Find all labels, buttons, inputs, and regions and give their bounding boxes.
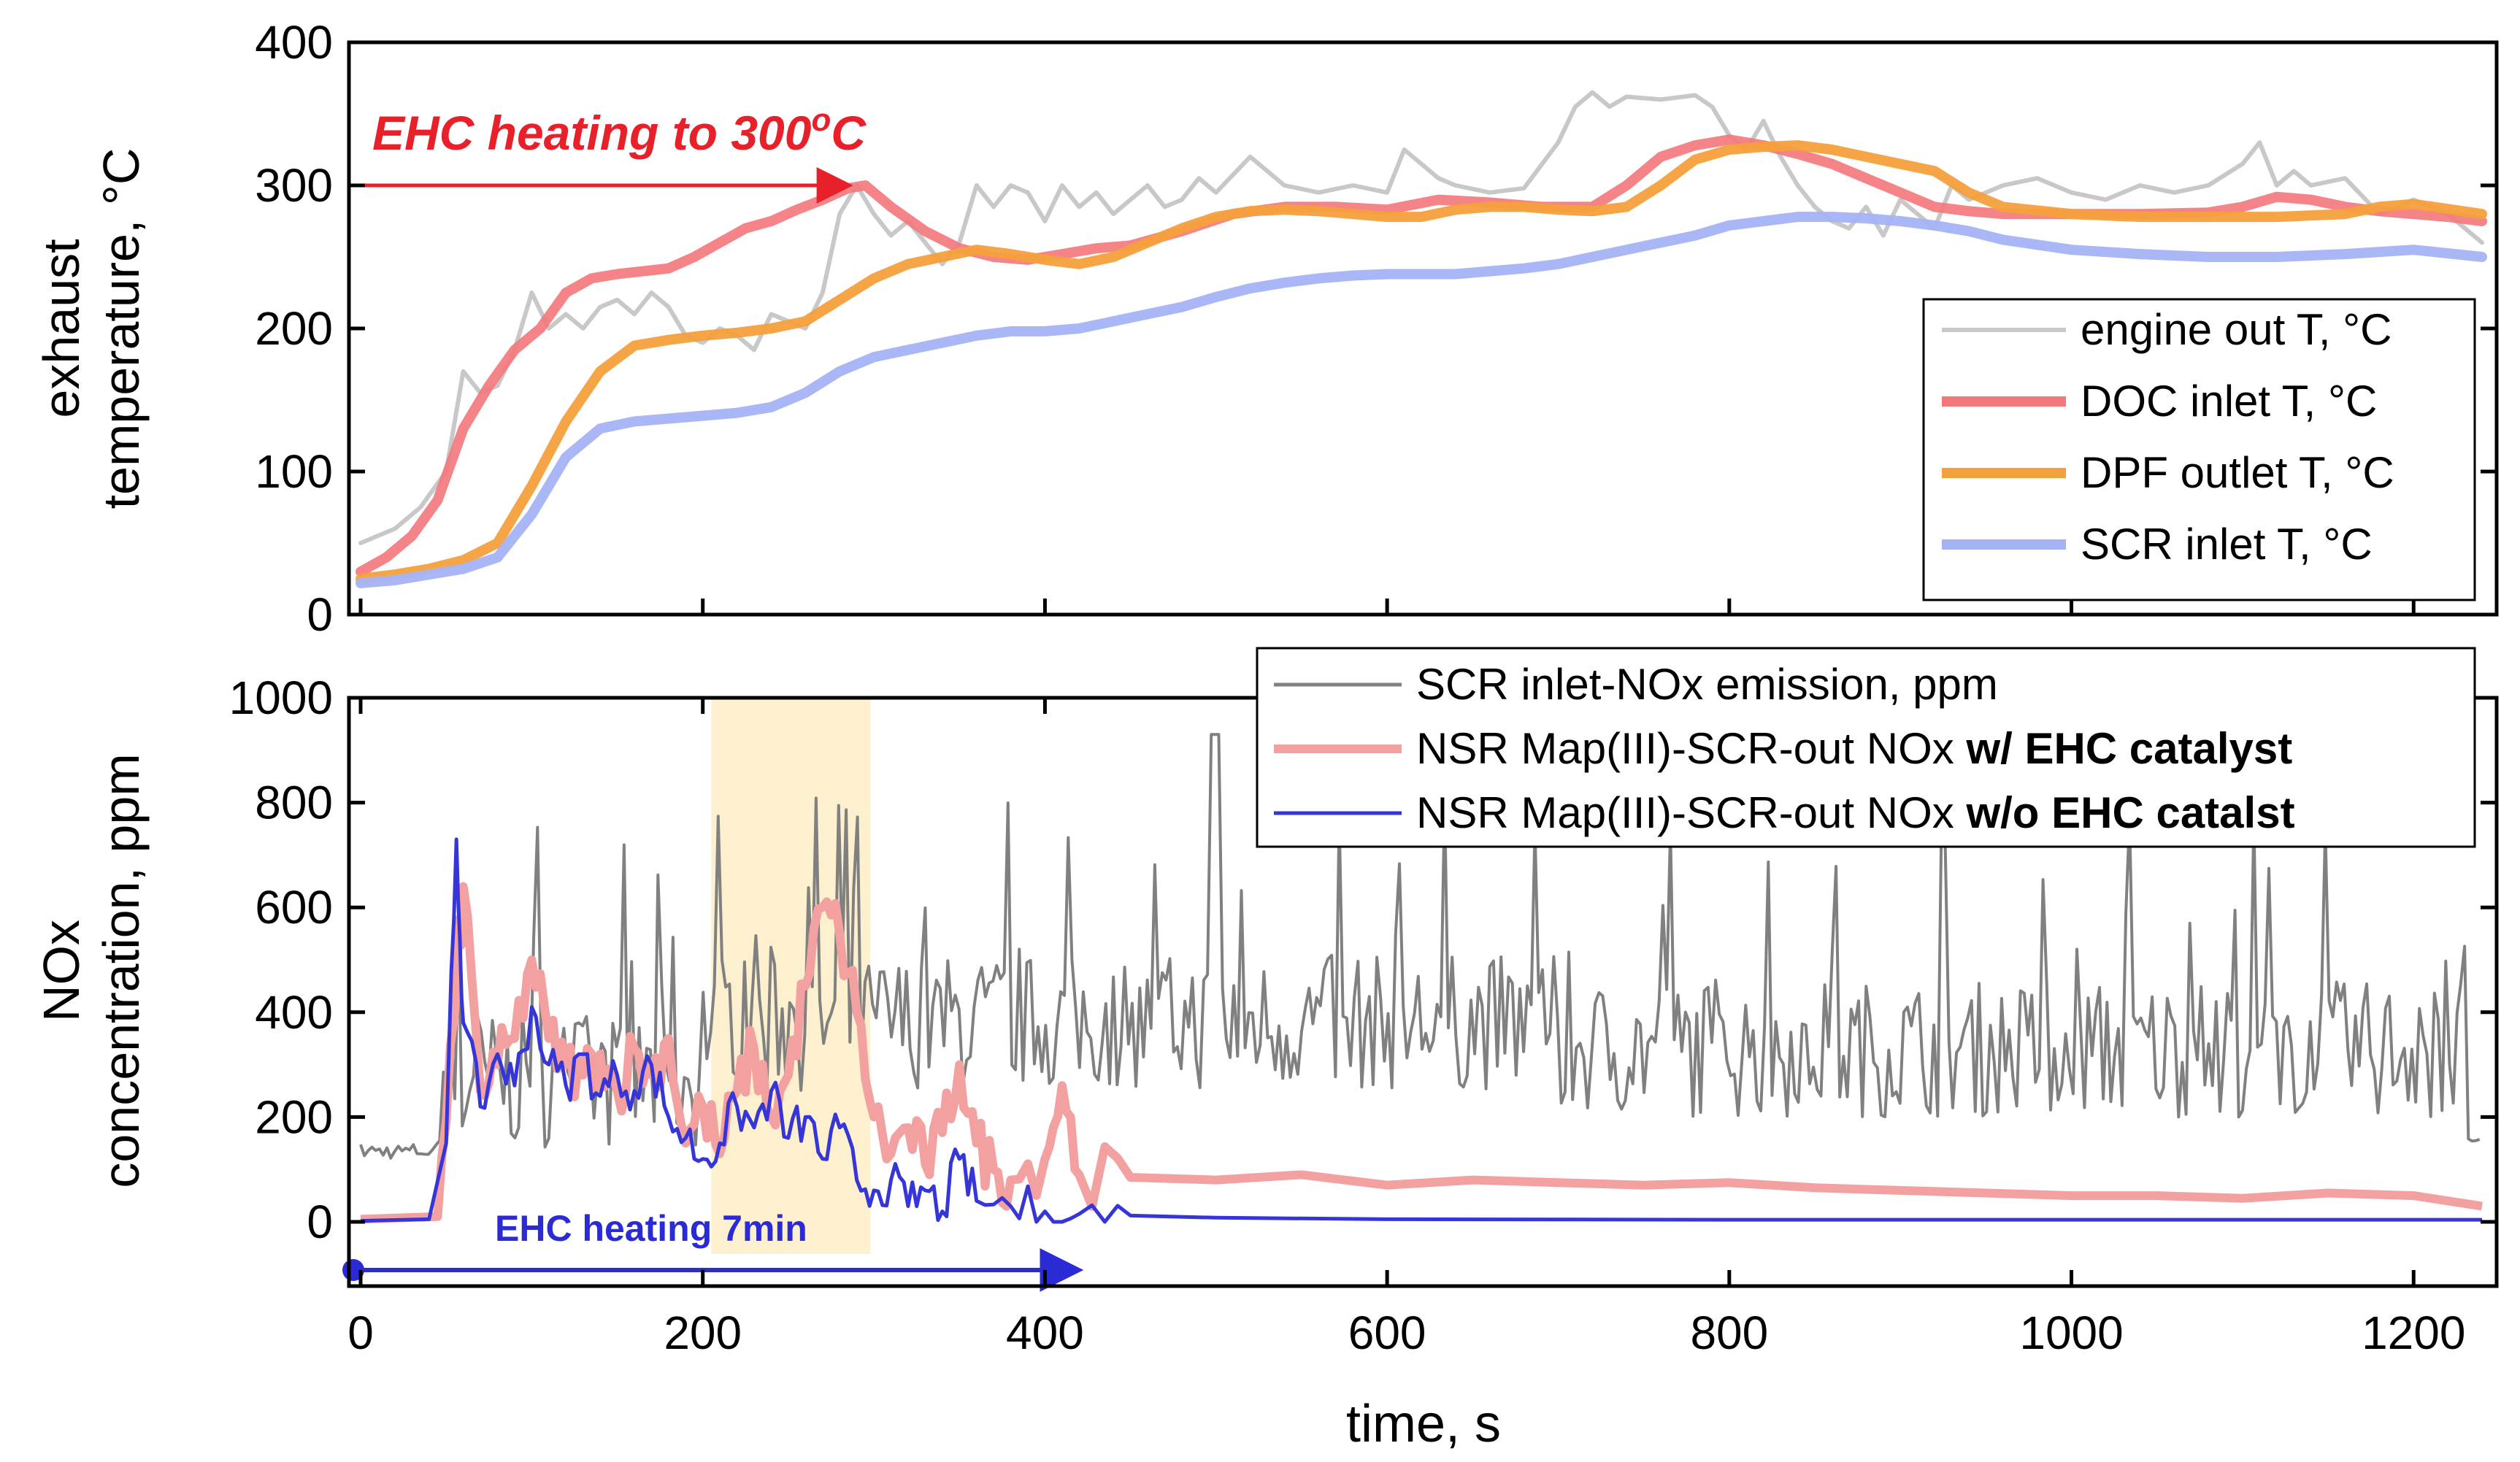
top-ytick-label: 100 [255,445,333,498]
bottom-xtick-label: 600 [1348,1307,1426,1359]
bottom-ylabel-line1: NOx [33,920,90,1022]
bottom-y-axis: 0 200 400 600 800 1000 [229,672,2497,1248]
top-panel: EHC heating to 300oC 0 100 200 300 400 exhau… [33,16,2499,641]
bottom-legend-box [1256,647,2476,848]
top-legend: engine out T, °C DOC inlet T, °C DPF outle… [1922,298,2476,601]
top-x-ticks [358,599,2416,615]
top-ylabel-line2: temperature, °C [93,148,150,509]
bottom-y-axis-label: NOx concentration, ppm [33,753,150,1188]
top-series-line-0 [358,90,2484,545]
bottom-legend-label-1: NSR Map(III)-SCR-out NOx w/ EHC catalyst [1416,724,2292,773]
bottom-ytick-label: 800 [255,777,333,829]
top-series-line-3 [356,212,2487,588]
bottom-xtick-label: 200 [664,1307,742,1359]
bottom-series-line-2 [360,837,2482,1224]
top-ytick-label: 300 [255,159,333,212]
bottom-ylabel-line2: concentration, ppm [93,753,150,1188]
bottom-panel: EHC heating 7min 0 200 400 600 800 1000 0 200 4… [33,647,2499,1453]
top-y-axis: 0 100 200 300 400 [255,16,2497,641]
bottom-ytick-label: 600 [255,881,333,934]
ehc-heating-annotation: EHC heating to 300oC [372,102,867,160]
top-legend-box [1922,298,2476,601]
ehc-7min-annotation: EHC heating 7min [495,1208,807,1249]
bottom-legend-label-2: NSR Map(III)-SCR-out NOx w/o EHC catalst [1416,788,2295,837]
bottom-ytick-label: 400 [255,986,333,1039]
bottom-legend: SCR inlet-NOx emission, ppm NSR Map(III)-… [1256,647,2476,848]
top-legend-label-1: DOC inlet T, °C [2081,377,2377,426]
bottom-series-line-0 [359,733,2481,1160]
bottom-ytick-label: 0 [307,1196,333,1248]
top-legend-label-0: engine out T, °C [2081,305,2392,354]
top-series-layer [356,90,2487,588]
bottom-xtick-label: 800 [1690,1307,1768,1359]
bottom-xtick-label: 400 [1006,1307,1084,1359]
bottom-xtick-label: 1200 [2362,1307,2465,1359]
bottom-ytick-label: 1000 [229,672,333,724]
top-ytick-label: 400 [255,16,333,69]
top-legend-label-3: SCR inlet T, °C [2081,520,2373,569]
bottom-series-layer [359,733,2483,1224]
top-ytick-label: 0 [307,588,333,641]
bottom-xtick-label: 1000 [2019,1307,2123,1359]
bottom-xtick-label: 0 [347,1307,374,1359]
top-ylabel-line1: exhaust [33,239,90,418]
bottom-series-line-1 [360,882,2483,1224]
top-series-line-2 [356,140,2487,584]
top-y-axis-label: exhaust temperature, °C [33,148,150,509]
x-axis-label: time, s [1346,1395,1501,1453]
bottom-x-axis: 0 200 400 600 800 1000 1200 [347,698,2465,1359]
top-legend-label-2: DPF outlet T, °C [2081,448,2394,497]
bottom-legend-label-0: SCR inlet-NOx emission, ppm [1416,660,1998,709]
top-ytick-label: 200 [255,302,333,355]
bottom-ytick-label: 200 [255,1090,333,1143]
